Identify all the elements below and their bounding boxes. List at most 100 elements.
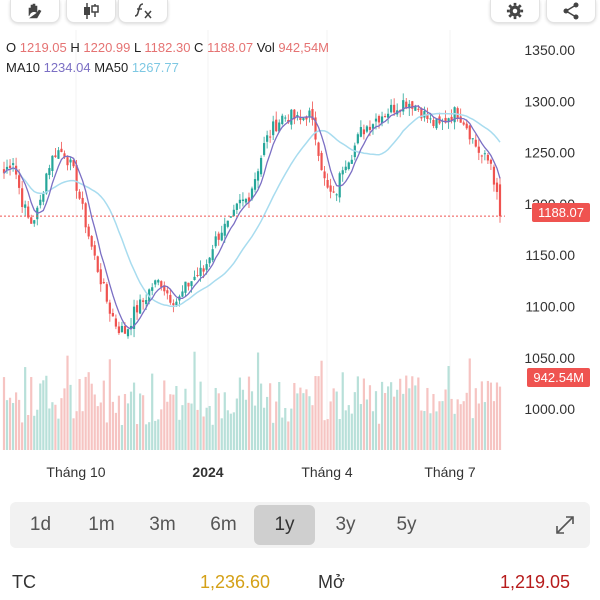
ma50-value: 1267.77 — [131, 60, 179, 75]
volume-bar — [63, 388, 66, 450]
chart-type-button[interactable] — [66, 0, 116, 23]
candle-body — [11, 163, 15, 165]
candle-body — [296, 115, 299, 117]
candle-body — [244, 198, 248, 203]
range-1y[interactable]: 1y — [254, 505, 315, 545]
volume-bar — [426, 387, 429, 450]
volume-bar — [287, 421, 290, 450]
candle-body — [390, 104, 393, 113]
volume-bar — [447, 366, 450, 450]
candle-body — [30, 217, 33, 224]
volume-bar — [290, 408, 293, 450]
fullscreen-button[interactable] — [554, 514, 576, 541]
share-button[interactable] — [546, 0, 596, 23]
volume-bar — [344, 410, 347, 450]
candle-body — [314, 117, 317, 140]
candle-body — [24, 204, 27, 208]
close-label: C — [194, 40, 204, 55]
volume-bar — [411, 376, 414, 450]
high-label: H — [70, 40, 80, 55]
candle-body — [374, 118, 378, 122]
candle-body — [480, 155, 483, 157]
candle-body — [8, 165, 12, 168]
range-1d[interactable]: 1d — [29, 514, 52, 535]
candle-body — [344, 166, 347, 171]
candle-body — [483, 153, 486, 155]
range-1m[interactable]: 1m — [88, 514, 115, 535]
candle-body — [241, 199, 245, 201]
hand-tool-button[interactable] — [10, 0, 60, 23]
volume-bar — [365, 399, 369, 450]
candle-body — [284, 117, 287, 119]
candle-body — [335, 194, 338, 196]
volume-bar — [181, 405, 184, 450]
indicators-button[interactable] — [118, 0, 168, 23]
volume-bar — [284, 408, 287, 450]
candle-body — [45, 173, 48, 194]
candle-body — [468, 125, 471, 140]
range-6m[interactable]: 6m — [210, 514, 237, 535]
volume-bar — [453, 413, 456, 450]
y-tick-label: 1150.00 — [525, 247, 575, 263]
volume-bar — [420, 410, 423, 450]
candle-body — [275, 119, 278, 132]
volume-bar — [489, 382, 493, 450]
candle-body — [193, 276, 196, 280]
volume-bar — [157, 419, 160, 450]
volume-bar — [314, 376, 317, 450]
volume-label: Vol — [256, 40, 275, 55]
x-axis-label: 2024 — [192, 464, 223, 480]
candle-body — [338, 173, 341, 198]
volume-bar — [72, 418, 75, 450]
candle-body — [18, 175, 21, 188]
candle-body — [477, 146, 480, 153]
volume-bar — [468, 358, 471, 450]
settings-button[interactable] — [490, 0, 540, 23]
tc-label: TC — [12, 572, 36, 592]
volume-bar — [14, 392, 18, 450]
volume-bar — [166, 401, 169, 450]
candle-body — [272, 121, 275, 136]
volume-bar — [477, 403, 480, 450]
volume-tag: 942.54M — [527, 368, 590, 387]
volume-bar — [232, 412, 235, 450]
volume-bar — [444, 389, 447, 450]
volume-bar — [105, 422, 108, 450]
settings-gear-icon — [506, 2, 524, 20]
volume-bar — [495, 382, 499, 450]
range-3y[interactable]: 3y — [335, 514, 356, 535]
volume-bar — [102, 380, 105, 450]
volume-bar — [374, 391, 378, 450]
close-value: 1188.07 — [207, 40, 254, 55]
ohlc-readout: O 1219.05 H 1220.99 L 1182.30 C 1188.07 … — [6, 40, 329, 55]
volume-bar — [135, 424, 139, 450]
x-axis-label: Tháng 7 — [424, 464, 476, 480]
candlestick-chart[interactable]: 1350.00 1300.00 1250.00 1150.00 1100.00 1050.… — [0, 0, 600, 490]
candle-body — [471, 138, 474, 140]
volume-bar — [178, 419, 181, 450]
candle-body — [54, 155, 57, 158]
volume-bar — [402, 393, 405, 450]
candle-body — [123, 326, 127, 334]
candle-body — [48, 168, 51, 176]
volume-bar — [377, 423, 381, 450]
volume-bar — [114, 412, 118, 450]
candle-body — [42, 193, 45, 202]
candle-body — [247, 197, 251, 202]
volume-bar — [450, 398, 453, 450]
volume-bar — [275, 401, 278, 450]
range-3m[interactable]: 3m — [149, 514, 176, 535]
volume-bar — [8, 397, 12, 450]
candle-body — [308, 110, 311, 118]
candle-body — [290, 109, 293, 125]
volume-bar — [393, 396, 396, 450]
volume-bar — [438, 401, 441, 450]
candle-body — [250, 188, 254, 200]
candle-body — [111, 313, 114, 317]
volume-bar — [132, 382, 136, 450]
candle-body — [129, 325, 133, 329]
volume-bar — [399, 378, 402, 450]
range-5y[interactable]: 5y — [396, 514, 417, 535]
volume-bar — [308, 396, 311, 450]
volume-bar — [359, 404, 362, 450]
